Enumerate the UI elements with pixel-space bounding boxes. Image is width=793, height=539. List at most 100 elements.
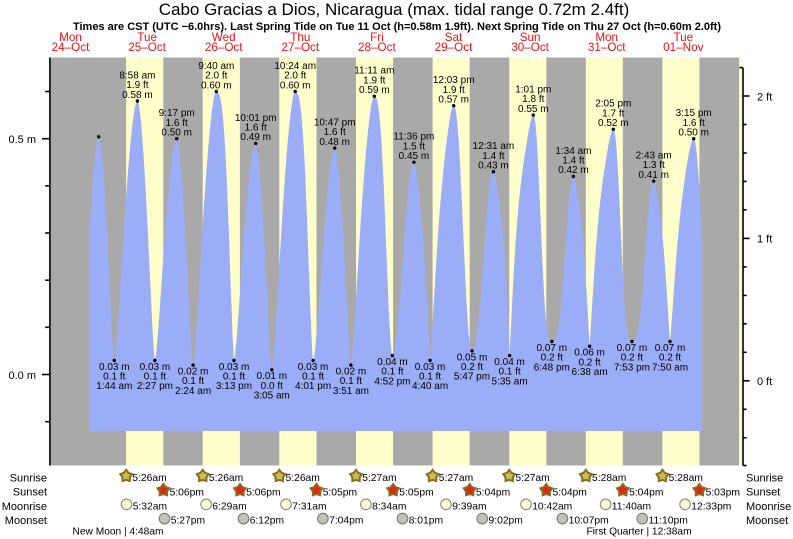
svg-text:0.07 m: 0.07 m (537, 343, 568, 354)
svg-text:0.03 m: 0.03 m (99, 362, 130, 373)
svg-text:1.6 ft: 1.6 ft (245, 123, 267, 134)
svg-text:Tue: Tue (137, 31, 157, 44)
svg-text:10:24 am: 10:24 am (274, 61, 316, 72)
svg-text:Sat: Sat (445, 31, 463, 44)
svg-text:10:07pm: 10:07pm (569, 516, 609, 527)
svg-text:5:27am: 5:27am (362, 473, 396, 484)
svg-text:26–Oct: 26–Oct (205, 41, 243, 54)
svg-text:1:44 am: 1:44 am (96, 381, 132, 392)
svg-text:7:50 am: 7:50 am (652, 362, 688, 373)
svg-text:1.9 ft: 1.9 ft (443, 85, 465, 96)
svg-text:4:52 pm: 4:52 pm (374, 376, 410, 387)
svg-text:1.6 ft: 1.6 ft (166, 118, 188, 129)
svg-text:1.9 ft: 1.9 ft (126, 80, 148, 91)
svg-text:Tue: Tue (673, 31, 693, 44)
svg-text:9:17 pm: 9:17 pm (159, 108, 195, 119)
svg-text:5:47 pm: 5:47 pm (454, 372, 490, 383)
svg-text:0.48 m: 0.48 m (319, 137, 350, 148)
svg-text:5:26am: 5:26am (132, 473, 166, 484)
svg-text:7:04pm: 7:04pm (329, 516, 363, 527)
svg-text:27–Oct: 27–Oct (281, 41, 319, 54)
svg-text:0.1 ft: 0.1 ft (182, 376, 204, 387)
svg-text:Sun: Sun (520, 31, 541, 44)
svg-text:0.2 ft: 0.2 ft (659, 353, 681, 364)
svg-text:28–Oct: 28–Oct (358, 41, 396, 54)
svg-text:Sunset: Sunset (13, 487, 47, 499)
svg-text:30–Oct: 30–Oct (511, 41, 549, 54)
svg-text:3:13 pm: 3:13 pm (216, 381, 252, 392)
svg-text:0.1 ft: 0.1 ft (419, 372, 441, 383)
svg-text:0 ft: 0 ft (757, 376, 772, 388)
svg-text:0.03 m: 0.03 m (415, 362, 446, 373)
svg-text:7:53 pm: 7:53 pm (614, 362, 650, 373)
svg-text:0.41 m: 0.41 m (638, 170, 669, 181)
svg-text:0.02 m: 0.02 m (336, 367, 367, 378)
svg-text:Moonrise: Moonrise (2, 501, 47, 513)
svg-text:1.5 ft: 1.5 ft (403, 141, 425, 152)
svg-text:Moonset: Moonset (746, 515, 788, 527)
svg-text:0.03 m: 0.03 m (140, 362, 171, 373)
svg-text:2 ft: 2 ft (757, 91, 772, 103)
svg-text:0.45 m: 0.45 m (399, 151, 430, 162)
svg-text:0.1 ft: 0.1 ft (340, 376, 362, 387)
svg-text:0.50 m: 0.50 m (678, 128, 709, 139)
svg-text:12:31 am: 12:31 am (473, 141, 515, 152)
svg-text:5:06pm: 5:06pm (246, 487, 280, 498)
svg-text:11:11 am: 11:11 am (354, 66, 394, 77)
svg-text:Mon: Mon (595, 31, 618, 44)
svg-text:0.03 m: 0.03 m (219, 362, 250, 373)
svg-text:11:36 pm: 11:36 pm (393, 132, 434, 143)
svg-text:5:03pm: 5:03pm (706, 487, 740, 498)
svg-text:0.42 m: 0.42 m (558, 165, 589, 176)
svg-text:0.1 ft: 0.1 ft (144, 372, 166, 383)
svg-text:0.1 ft: 0.1 ft (223, 372, 245, 383)
svg-text:0.1 ft: 0.1 ft (302, 372, 324, 383)
svg-text:0.04 m: 0.04 m (377, 357, 408, 368)
svg-text:Sunrise: Sunrise (10, 473, 47, 485)
svg-text:8:34am: 8:34am (372, 502, 406, 513)
svg-text:5:35 am: 5:35 am (492, 376, 528, 387)
svg-text:24–Oct: 24–Oct (52, 41, 90, 54)
svg-text:10:42am: 10:42am (532, 502, 572, 513)
svg-text:5:28am: 5:28am (592, 473, 626, 484)
svg-text:Thu: Thu (290, 31, 310, 44)
svg-text:3:05 am: 3:05 am (254, 391, 290, 402)
svg-text:1.7 ft: 1.7 ft (602, 108, 624, 119)
svg-text:5:27am: 5:27am (439, 473, 473, 484)
svg-text:0.2 ft: 0.2 ft (461, 362, 483, 373)
svg-text:10:01 pm: 10:01 pm (235, 113, 277, 124)
svg-text:0.03 m: 0.03 m (298, 362, 329, 373)
svg-text:New Moon | 4:48am: New Moon | 4:48am (73, 527, 164, 538)
svg-text:1.6 ft: 1.6 ft (683, 118, 705, 129)
svg-text:12:33pm: 12:33pm (691, 502, 731, 513)
svg-text:0.60 m: 0.60 m (201, 80, 232, 91)
svg-text:0.01 m: 0.01 m (257, 371, 288, 382)
svg-text:2:27 pm: 2:27 pm (137, 381, 173, 392)
svg-text:5:06pm: 5:06pm (170, 487, 204, 498)
svg-text:8:58 am: 8:58 am (119, 70, 155, 81)
svg-text:11:10pm: 11:10pm (649, 516, 688, 527)
svg-text:5:04pm: 5:04pm (476, 487, 510, 498)
svg-text:0.07 m: 0.07 m (617, 343, 648, 354)
svg-text:0.59 m: 0.59 m (359, 85, 390, 96)
svg-text:31–Oct: 31–Oct (588, 41, 626, 54)
svg-text:0.1 ft: 0.1 ft (103, 372, 125, 383)
svg-text:9:39am: 9:39am (452, 502, 486, 513)
svg-text:1 ft: 1 ft (757, 234, 772, 246)
svg-text:0.43 m: 0.43 m (478, 161, 509, 172)
svg-text:6:48 pm: 6:48 pm (534, 362, 570, 373)
svg-text:25–Oct: 25–Oct (128, 41, 166, 54)
svg-text:4:40 am: 4:40 am (412, 381, 448, 392)
svg-text:2:05 pm: 2:05 pm (595, 99, 631, 110)
svg-text:0.52 m: 0.52 m (598, 118, 629, 129)
svg-text:5:26am: 5:26am (209, 473, 243, 484)
svg-text:1.6 ft: 1.6 ft (324, 127, 346, 138)
svg-text:0.05 m: 0.05 m (457, 352, 488, 363)
svg-text:0.50 m: 0.50 m (161, 128, 192, 139)
svg-text:2:24 am: 2:24 am (175, 386, 211, 397)
svg-text:0.1 ft: 0.1 ft (381, 367, 403, 378)
svg-text:0.06 m: 0.06 m (574, 348, 605, 359)
svg-text:0.04 m: 0.04 m (494, 357, 525, 368)
svg-text:1.8 ft: 1.8 ft (522, 94, 544, 105)
svg-text:1.4 ft: 1.4 ft (482, 151, 504, 162)
